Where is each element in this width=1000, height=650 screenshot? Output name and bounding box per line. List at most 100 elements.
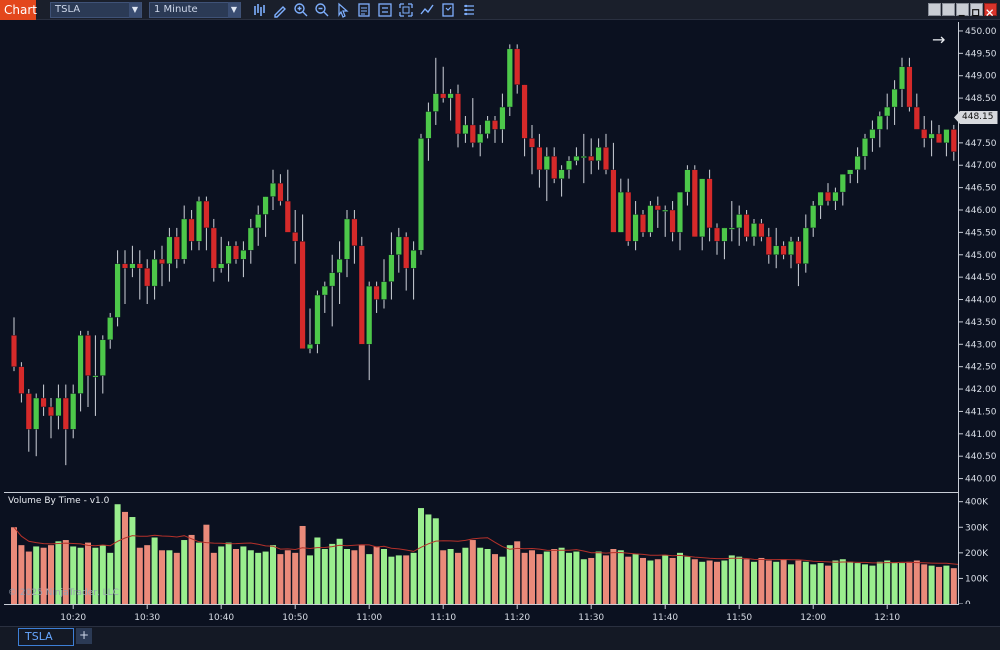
candle-body	[706, 178, 713, 229]
instrument-selector[interactable]: TSLA ▼	[50, 2, 142, 18]
strategies-icon[interactable]	[440, 2, 456, 18]
restore-window-icon[interactable]	[942, 3, 955, 16]
chart-trader-icon[interactable]	[461, 2, 477, 18]
last-price-marker: 448.15	[954, 111, 998, 124]
volume-bar	[751, 561, 757, 604]
candle-body	[240, 250, 247, 260]
volume-bar	[114, 504, 121, 604]
candle-body	[492, 120, 499, 130]
candle-body	[921, 129, 928, 139]
candle-body	[936, 133, 943, 144]
interval-selector[interactable]: 1 Minute ▼	[149, 2, 241, 18]
data-box-icon[interactable]	[356, 2, 372, 18]
volume-bar	[277, 554, 284, 604]
volume-bar	[499, 556, 506, 604]
volume-bar	[336, 538, 343, 604]
close-icon[interactable]	[984, 3, 997, 17]
candle-body	[521, 84, 528, 139]
volume-bar	[25, 551, 32, 604]
tile-window-icon[interactable]	[928, 3, 941, 16]
time-axis[interactable]: 10:20 10:30 10:40 10:50 11:00 11:10 11:20 11:30…	[4, 605, 958, 625]
candle-body	[721, 227, 728, 242]
time-tick-label: 12:10	[874, 613, 900, 623]
volume-bar	[395, 555, 402, 604]
candle-body	[48, 406, 55, 417]
pointer-icon[interactable]	[335, 2, 351, 18]
volume-bar	[876, 561, 883, 604]
candle-body	[765, 236, 772, 255]
volume-bar	[70, 546, 77, 604]
volume-bar	[825, 565, 831, 604]
price-tick-label: 442.50	[965, 363, 997, 373]
candle-body	[99, 339, 106, 376]
volume-bar	[77, 547, 84, 604]
candle-body	[691, 169, 698, 238]
candle-body	[70, 393, 77, 430]
bar-type-icon[interactable]	[252, 2, 268, 18]
candle-body	[144, 267, 151, 287]
candle-body	[351, 218, 358, 247]
volume-bar	[669, 557, 676, 604]
panel-divider[interactable]	[4, 492, 958, 493]
zoom-out-icon[interactable]	[314, 2, 330, 18]
candle-body	[107, 317, 114, 341]
draw-pencil-icon[interactable]	[272, 2, 288, 18]
candle-body	[743, 214, 750, 238]
chevron-down-icon[interactable]: ▼	[129, 2, 141, 18]
volume-bar	[107, 552, 114, 604]
chart-window-tab[interactable]: Chart	[0, 0, 37, 20]
properties-icon[interactable]	[377, 2, 393, 18]
price-tick-label: 450.00	[965, 27, 997, 37]
candle-body	[699, 178, 706, 238]
volume-axis[interactable]: 0 100K 200K 300K 400K	[959, 494, 1000, 604]
volume-bar	[632, 554, 639, 604]
volume-bar	[950, 568, 957, 604]
candle-body	[25, 393, 32, 430]
price-tick-label: 443.50	[965, 318, 997, 328]
candle-body	[321, 285, 328, 296]
zoom-in-icon[interactable]	[293, 2, 309, 18]
scroll-to-latest-arrow-icon[interactable]: →	[932, 30, 946, 49]
chevron-down-icon[interactable]: ▼	[228, 2, 240, 18]
candle-body	[662, 209, 669, 212]
candle-body	[795, 241, 802, 264]
volume-bar	[166, 550, 173, 604]
candle-body	[18, 366, 25, 394]
interval-value: 1 Minute	[154, 4, 198, 15]
minimize-icon[interactable]	[956, 3, 969, 17]
candle-body	[625, 191, 632, 242]
candle-body	[580, 156, 587, 158]
candle-body	[388, 254, 395, 282]
volume-bar	[307, 555, 313, 604]
instrument-tab[interactable]: TSLA	[18, 628, 74, 646]
add-tab-button[interactable]: +	[76, 628, 92, 644]
candle-body	[854, 156, 861, 170]
candle-body	[299, 241, 306, 349]
volume-bar	[862, 564, 868, 604]
volume-bar	[62, 540, 69, 604]
candle-body	[366, 285, 373, 345]
candle-body	[839, 173, 846, 193]
maximize-icon[interactable]	[970, 3, 983, 17]
candle-body	[536, 147, 543, 170]
price-axis[interactable]: 440.00 440.50 441.00 441.50 442.00 442.50 443.…	[959, 22, 1000, 492]
volume-bar	[684, 556, 691, 604]
volume-bar	[492, 554, 498, 604]
candle-body	[418, 138, 425, 251]
price-panel[interactable]	[4, 22, 958, 492]
templates-icon[interactable]	[398, 2, 414, 18]
candle-body	[270, 182, 277, 197]
time-tick-label: 10:40	[208, 613, 234, 623]
volume-bar	[255, 552, 262, 604]
volume-bar	[247, 550, 254, 604]
volume-panel[interactable]	[4, 494, 958, 604]
volume-bar	[603, 555, 609, 604]
candle-body	[440, 93, 447, 99]
volume-bar	[936, 566, 942, 604]
indicators-icon[interactable]	[419, 2, 435, 18]
volume-bar	[447, 549, 454, 604]
volume-bar	[203, 524, 210, 604]
candle-body	[92, 375, 99, 378]
candle-body	[499, 106, 506, 130]
volume-bar	[299, 525, 306, 604]
